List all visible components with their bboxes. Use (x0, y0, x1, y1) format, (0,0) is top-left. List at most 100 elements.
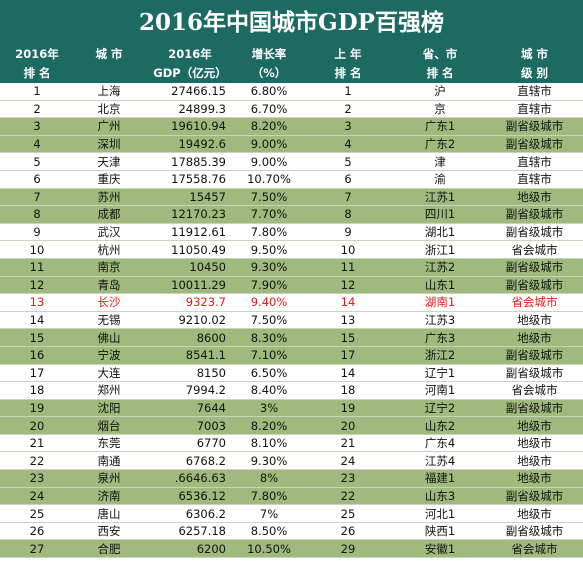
table-row: 16 宁波 8541.1 7.10% 17 浙江2 副省级城市 (0, 346, 583, 365)
cell-prev-rank: 24 (302, 451, 394, 471)
cell-city-level: 副省级城市 (486, 276, 583, 295)
cell-city-level: 副省级城市 (486, 364, 583, 383)
cell-prev-rank: 6 (302, 170, 394, 189)
cell-city: 大连 (74, 364, 144, 383)
cell-growth: 9.30% (236, 451, 302, 471)
cell-rank: 16 (0, 346, 74, 365)
cell-prev-rank: 23 (302, 469, 394, 488)
cell-prev-rank: 17 (302, 346, 394, 365)
cell-prev-rank: 3 (302, 117, 394, 136)
cell-prev-rank: 21 (302, 434, 394, 453)
cell-gdp: 24899.3 (144, 100, 236, 119)
cell-city: 宁波 (74, 346, 144, 365)
cell-growth: 7.80% (236, 487, 302, 506)
cell-gdp: 10450 (144, 258, 236, 277)
cell-prev-rank: 14 (302, 364, 394, 383)
header-growth: 增长率 (236, 45, 302, 64)
header-rank-sub: 排 名 (0, 64, 74, 83)
cell-growth: 7.50% (236, 311, 302, 330)
cell-city: 泉州 (74, 469, 144, 488)
cell-city-level: 地级市 (486, 434, 583, 453)
table-row: 20 烟台 7003 8.20% 20 山东2 地级市 (0, 416, 583, 435)
table-row: 7 苏州 15457 7.50% 7 江苏1 地级市 (0, 188, 583, 207)
cell-rank: 26 (0, 522, 74, 541)
cell-city-level: 地级市 (486, 504, 583, 523)
cell-growth: 9.00% (236, 152, 302, 171)
cell-province-rank: 湖南1 (394, 293, 486, 312)
cell-gdp: 9323.7 (144, 293, 236, 312)
header-province: 省、市 (394, 45, 486, 64)
cell-growth: 9.40% (236, 293, 302, 312)
cell-province-rank: 渝 (394, 170, 486, 189)
cell-city: 天津 (74, 152, 144, 171)
cell-city: 济南 (74, 487, 144, 506)
table-row: 2 北京 24899.3 6.70% 2 京直辖市 (0, 100, 583, 119)
cell-gdp: 6257.18 (144, 522, 236, 541)
table-row: 15 佛山 8600 8.30% 15 广东3 地级市 (0, 328, 583, 347)
cell-city-level: 直辖市 (486, 170, 583, 189)
cell-prev-rank: 15 (302, 328, 394, 347)
cell-province-rank: 山东1 (394, 276, 486, 295)
table-row: 19 沈阳 7644 3% 19 辽宁2 副省级城市 (0, 399, 583, 418)
cell-rank: 24 (0, 487, 74, 506)
cell-province-rank: 辽宁2 (394, 399, 486, 418)
cell-growth: 6.50% (236, 364, 302, 383)
cell-city: 广州 (74, 117, 144, 136)
cell-city-level: 地级市 (486, 311, 583, 330)
cell-gdp: 19610.94 (144, 117, 236, 136)
table-row: 21 东莞 6770 8.10% 21 广东4 地级市 (0, 434, 583, 453)
cell-rank: 12 (0, 276, 74, 295)
cell-gdp: 6536.12 (144, 487, 236, 506)
cell-prev-rank: 13 (302, 311, 394, 330)
cell-city: 无锡 (74, 311, 144, 330)
cell-city-level: 直辖市 (486, 152, 583, 171)
cell-province-rank: 山东2 (394, 416, 486, 435)
cell-gdp: 8150 (144, 364, 236, 383)
cell-prev-rank: 9 (302, 223, 394, 242)
cell-city: 西安 (74, 522, 144, 541)
cell-gdp: 27466.15 (144, 83, 236, 101)
cell-gdp: 6200 (144, 539, 236, 559)
cell-province-rank: 山东3 (394, 487, 486, 506)
cell-province-rank: 广东3 (394, 328, 486, 347)
table-row: 17 大连 8150 6.50% 14 辽宁1 副省级城市 (0, 364, 583, 383)
cell-prev-rank: 1 (302, 83, 394, 101)
table-row: 5 天津 17885.39 9.00% 5 津直辖市 (0, 152, 583, 171)
cell-growth: 8.30% (236, 328, 302, 347)
cell-province-rank: 广东2 (394, 135, 486, 154)
cell-city: 南京 (74, 258, 144, 277)
cell-rank: 17 (0, 364, 74, 383)
cell-province-rank: 广东4 (394, 434, 486, 453)
cell-prev-rank: 12 (302, 276, 394, 295)
cell-prev-rank: 22 (302, 487, 394, 506)
cell-rank: 13 (0, 293, 74, 312)
cell-city: 沈阳 (74, 399, 144, 418)
cell-growth: 10.70% (236, 170, 302, 189)
header-growth-sub: （%） (236, 64, 302, 83)
cell-growth: 6.70% (236, 100, 302, 119)
cell-rank: 1 (0, 83, 74, 101)
cell-city-level: 副省级城市 (486, 223, 583, 242)
table-row: 4 深圳 19492.6 9.00% 4 广东2 副省级城市 (0, 135, 583, 154)
cell-prev-rank: 19 (302, 399, 394, 418)
cell-city-level: 副省级城市 (486, 258, 583, 277)
cell-rank: 6 (0, 170, 74, 189)
cell-city-level: 直辖市 (486, 83, 583, 101)
cell-city-level: 省会城市 (486, 539, 583, 559)
table-row: 8 成都 12170.23 7.70% 8 四川1 副省级城市 (0, 205, 583, 224)
cell-growth: 8.50% (236, 522, 302, 541)
cell-prev-rank: 7 (302, 188, 394, 207)
table-row: 26 西安 6257.18 8.50% 26 陕西1 副省级城市 (0, 522, 583, 541)
table-row: 3 广州 19610.94 8.20% 3 广东1 副省级城市 (0, 117, 583, 136)
cell-province-rank: 河北1 (394, 504, 486, 523)
cell-city-level: 直辖市 (486, 100, 583, 119)
table-row: 6 重庆 17558.76 10.70% 6 渝直辖市 (0, 170, 583, 189)
cell-growth: 7.10% (236, 346, 302, 365)
cell-rank: 27 (0, 539, 74, 559)
cell-province-rank: 四川1 (394, 205, 486, 224)
cell-growth: 9.00% (236, 135, 302, 154)
table-row: 14 无锡 9210.02 7.50% 13 江苏3 地级市 (0, 311, 583, 330)
table-row: 11 南京 10450 9.30% 11 江苏2 副省级城市 (0, 258, 583, 277)
cell-rank: 23 (0, 469, 74, 488)
cell-growth: 7.80% (236, 223, 302, 242)
